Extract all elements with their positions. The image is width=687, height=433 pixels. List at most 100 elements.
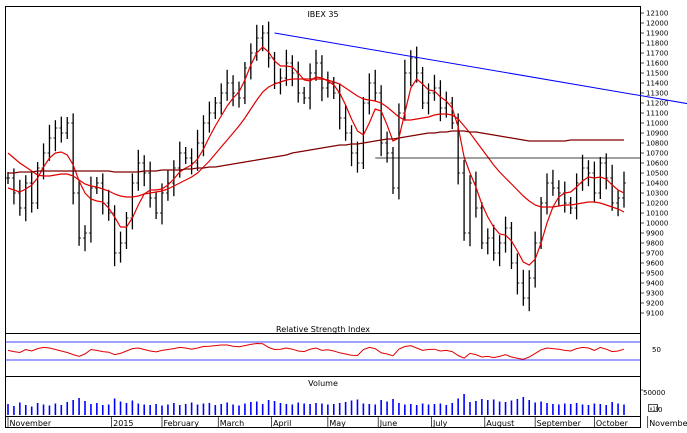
price-axis-tick-label: 9700 — [646, 250, 664, 258]
price-panel-frame — [5, 6, 641, 334]
price-bar — [59, 116, 64, 143]
price-bar — [361, 97, 366, 169]
price-bar — [521, 269, 526, 306]
price-bar — [29, 171, 34, 213]
price-bar — [450, 97, 455, 129]
date-axis-label: July — [432, 419, 448, 428]
date-axis-label: November — [649, 419, 687, 428]
volume-tick-label-zero: 0 — [658, 406, 662, 414]
price-bar — [195, 129, 200, 171]
price-axis-tick-label: 11000 — [646, 120, 668, 128]
price-bar — [349, 125, 354, 167]
price-bar — [432, 74, 437, 101]
price-bar — [426, 83, 431, 115]
volume-multiplier-label: x10 — [650, 407, 659, 413]
price-bar — [391, 147, 395, 194]
price-bar — [592, 161, 597, 203]
price-axis-tick-label: 11600 — [646, 60, 668, 68]
price-bar — [225, 69, 230, 101]
rsi-line — [7, 342, 625, 360]
price-axis-tick-label: 11800 — [646, 40, 668, 48]
price-bar — [53, 120, 58, 152]
price-bar — [468, 175, 472, 247]
price-bar — [242, 62, 247, 104]
volume-tick-label-high: 50000 — [643, 389, 665, 397]
date-axis-label: June — [379, 419, 398, 428]
price-bar — [35, 162, 40, 209]
rsi-layer — [5, 341, 640, 361]
volume-multiplier-box — [648, 404, 658, 412]
price-axis-tick-label: 11400 — [646, 80, 668, 88]
price-bar — [586, 160, 591, 187]
date-axis-frame — [5, 416, 641, 428]
price-bar — [124, 212, 129, 249]
ma-medium-line — [7, 78, 625, 213]
price-axis-tick-label: 9100 — [646, 310, 664, 318]
date-axis-label: September — [537, 419, 582, 428]
price-bar — [479, 202, 484, 249]
price-bar — [266, 21, 271, 68]
price-bar — [509, 222, 514, 269]
price-bar — [491, 224, 496, 261]
price-axis-tick-label: 10200 — [646, 200, 668, 208]
price-bar — [598, 157, 603, 199]
rsi-panel-title: Relative Strength Index — [276, 325, 370, 334]
price-bar — [367, 73, 372, 115]
date-axis-label: August — [486, 419, 514, 428]
price-bar — [373, 69, 378, 101]
price-axis-tick-label: 10800 — [646, 140, 668, 148]
price-axis-tick-label: 9900 — [646, 230, 664, 238]
price-bar — [550, 169, 555, 196]
price-axis-tick-label: 10600 — [646, 160, 668, 168]
price-bar — [11, 168, 16, 205]
price-bars — [6, 21, 626, 312]
price-bar — [331, 77, 336, 99]
price-bar — [556, 180, 561, 207]
price-axis-tick-label: 12100 — [646, 10, 668, 18]
price-axis-tick-label: 9300 — [646, 290, 664, 298]
price-bar — [118, 231, 123, 263]
price-panel-title: IBEX 35 — [307, 10, 338, 19]
price-bar — [325, 71, 330, 98]
date-axis-label: October — [596, 419, 629, 428]
date-axis-label: May — [329, 419, 346, 428]
price-axis-tick-label: 9500 — [646, 270, 664, 278]
price-bar — [154, 192, 159, 219]
price-axis-tick-label: 11200 — [646, 100, 668, 108]
price-axis-tick-label: 10700 — [646, 150, 668, 158]
price-bar — [527, 270, 532, 312]
price-bar — [290, 55, 295, 87]
price-bar — [622, 171, 626, 208]
price-bar — [610, 164, 615, 211]
price-bar — [219, 83, 224, 115]
price-axis-tick-label: 11700 — [646, 50, 668, 58]
price-bar — [485, 228, 490, 255]
ma-long-line — [8, 130, 624, 174]
price-bar — [65, 117, 70, 139]
price-axis-tick-label: 9200 — [646, 300, 664, 308]
ma-short-line — [7, 46, 625, 266]
date-axis-label: February — [164, 419, 200, 428]
price-bar — [308, 63, 313, 110]
price-bar — [355, 141, 360, 173]
price-bar — [616, 190, 621, 217]
price-axis-tick-label: 9600 — [646, 260, 664, 268]
price-bar — [302, 87, 307, 104]
price-axis-tick-label: 10100 — [646, 210, 668, 218]
date-axis-label: March — [220, 419, 244, 428]
price-bar — [420, 67, 425, 109]
price-axis-tick-label: 10500 — [646, 170, 668, 178]
price-bar — [396, 103, 401, 200]
price-axis-tick-label: 10400 — [646, 180, 668, 188]
price-axis-tick-label: 10300 — [646, 190, 668, 198]
price-bar — [47, 124, 52, 161]
price-axis-tick-label: 10900 — [646, 130, 668, 138]
price-lines — [7, 32, 687, 266]
price-bar — [213, 97, 218, 119]
price-axis-tick-label: 10000 — [646, 220, 668, 228]
price-bar — [160, 183, 164, 225]
rsi-tick-label: 50 — [652, 346, 661, 354]
price-bar — [343, 104, 348, 141]
price-bar — [112, 205, 117, 267]
price-bar — [88, 176, 93, 243]
